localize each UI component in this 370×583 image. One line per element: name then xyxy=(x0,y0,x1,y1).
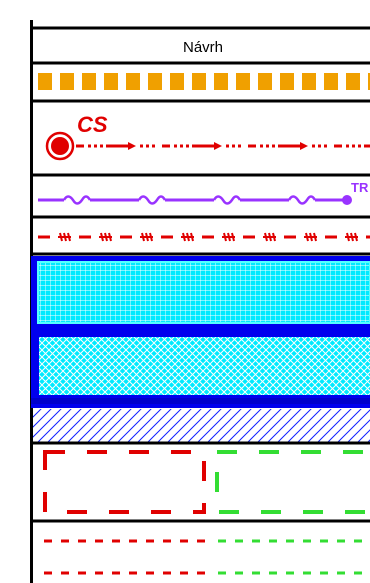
cs-dot xyxy=(146,144,149,148)
cyan-crosshatch xyxy=(31,330,370,408)
arrow-icon xyxy=(214,142,222,150)
cs-dot xyxy=(266,144,269,148)
orange-block xyxy=(368,73,370,90)
orange-block-line xyxy=(30,73,370,103)
orange-block xyxy=(170,73,184,90)
arrow-icon xyxy=(300,142,308,150)
orange-block xyxy=(126,73,140,90)
marker-icon xyxy=(304,232,317,242)
tilde-icon xyxy=(287,195,317,205)
cs-dot xyxy=(140,144,143,148)
cs-dot xyxy=(94,144,97,148)
orange-block xyxy=(148,73,162,90)
orange-block xyxy=(324,73,338,90)
cs-dot xyxy=(88,144,91,148)
arrow-icon xyxy=(128,142,136,150)
red-green-short-dash-lines xyxy=(44,539,370,575)
tr-label: TR xyxy=(351,180,369,195)
tr-gap xyxy=(289,195,315,205)
cs-dot xyxy=(232,144,235,148)
cyan-grid-hatch xyxy=(31,256,370,330)
marker-icon xyxy=(345,232,358,242)
orange-block xyxy=(236,73,250,90)
orange-block xyxy=(38,73,52,90)
cs-dot xyxy=(272,144,275,148)
cs-dot xyxy=(312,144,315,148)
legend-title: Návrh xyxy=(183,39,223,56)
marker-icon xyxy=(140,232,153,242)
cs-dot xyxy=(180,144,183,148)
orange-block xyxy=(104,73,118,90)
purple-tr-line: TR xyxy=(30,180,370,219)
orange-block xyxy=(60,73,74,90)
orange-block xyxy=(82,73,96,90)
orange-block xyxy=(214,73,228,90)
cs-dot xyxy=(352,144,355,148)
marker-icon xyxy=(99,232,112,242)
tr-gap xyxy=(214,195,240,205)
marker-icon xyxy=(263,232,276,242)
tr-gap xyxy=(64,195,90,205)
red-green-dashed-boxes xyxy=(30,450,370,523)
orange-block xyxy=(280,73,294,90)
cs-dot xyxy=(358,144,361,148)
orange-block xyxy=(302,73,316,90)
cs-dot xyxy=(238,144,241,148)
cs-marker-icon xyxy=(45,131,75,161)
cs-dot xyxy=(152,144,155,148)
cs-dot xyxy=(260,144,263,148)
green-dashed-box xyxy=(215,450,370,514)
cs-dot xyxy=(226,144,229,148)
blue-diagonal-hatch xyxy=(30,409,370,445)
marker-icon xyxy=(222,232,235,242)
tilde-icon xyxy=(62,195,92,205)
cs-dot xyxy=(324,144,327,148)
orange-block xyxy=(258,73,272,90)
tilde-icon xyxy=(212,195,242,205)
cs-dot xyxy=(174,144,177,148)
cs-dot xyxy=(318,144,321,148)
cs-dash-dot-arrow-line: CS xyxy=(30,112,370,177)
tr-gap xyxy=(139,195,165,205)
tilde-icon xyxy=(137,195,167,205)
cs-dot xyxy=(186,144,189,148)
tr-endpoint-icon xyxy=(342,195,352,205)
cs-dot xyxy=(346,144,349,148)
orange-block xyxy=(192,73,206,90)
title-row: Návrh xyxy=(30,39,370,65)
red-dashed-marker-line xyxy=(30,232,370,256)
orange-block xyxy=(346,73,360,90)
marker-icon xyxy=(181,232,194,242)
cs-label: CS xyxy=(77,112,108,137)
cs-dot xyxy=(100,144,103,148)
red-dashed-box xyxy=(43,450,206,514)
marker-icon xyxy=(58,232,71,242)
